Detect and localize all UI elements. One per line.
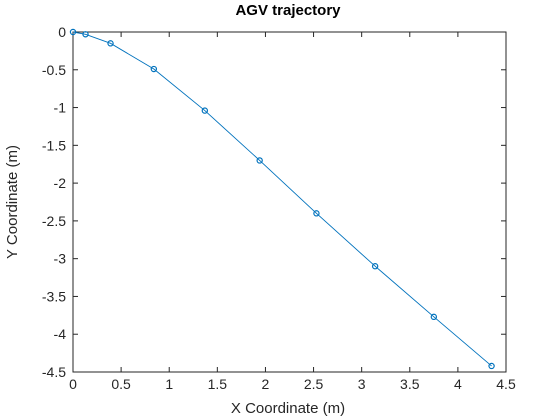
x-tick-label: 4.5	[496, 376, 516, 392]
data-point	[256, 157, 263, 164]
y-tick-label: 0	[58, 24, 66, 40]
x-tick-label: 3	[358, 376, 366, 392]
series-line	[72, 31, 492, 367]
y-tick-label: -4.5	[42, 364, 66, 380]
x-tick-label: 2.5	[304, 376, 324, 392]
series-layer	[69, 28, 495, 370]
data-point	[107, 40, 114, 47]
y-tick-label: -0.5	[42, 62, 66, 78]
y-tick-label: -1	[54, 100, 67, 116]
y-tick-label: -2	[54, 175, 67, 191]
x-tick-label: 3.5	[400, 376, 420, 392]
x-tick-label: 0	[69, 376, 77, 392]
data-point	[488, 362, 495, 370]
data-point	[201, 107, 209, 114]
y-tick-label: -1.5	[42, 137, 66, 153]
data-point	[313, 210, 320, 217]
y-tick-label: -4	[54, 326, 67, 342]
chart-title: AGV trajectory	[235, 2, 341, 19]
x-tick-label: 1.5	[208, 376, 228, 392]
x-tick-label: 2	[262, 376, 270, 392]
y-tick-label: -3.5	[42, 288, 66, 304]
data-point	[69, 28, 77, 36]
y-axis: 0 -0.5 -1 -1.5 -2 -2.5 -3 -3.5 -4 -4.5	[42, 24, 506, 380]
data-point	[371, 263, 379, 270]
x-tick-label: 4	[454, 376, 462, 392]
x-axis: 0 0.5 1 1.5 2 2.5 3 3.5 4 4.5	[69, 32, 516, 392]
data-point	[150, 65, 158, 73]
x-axis-label: X Coordinate (m)	[231, 400, 345, 417]
y-tick-label: -3	[54, 251, 67, 267]
x-tick-label: 0.5	[111, 376, 131, 392]
data-point	[82, 31, 89, 38]
y-axis-label: Y Coordinate (m)	[4, 145, 21, 259]
plot-area	[72, 31, 507, 373]
y-tick-label: -2.5	[42, 213, 66, 229]
x-tick-label: 1	[165, 376, 173, 392]
data-point	[430, 313, 438, 321]
